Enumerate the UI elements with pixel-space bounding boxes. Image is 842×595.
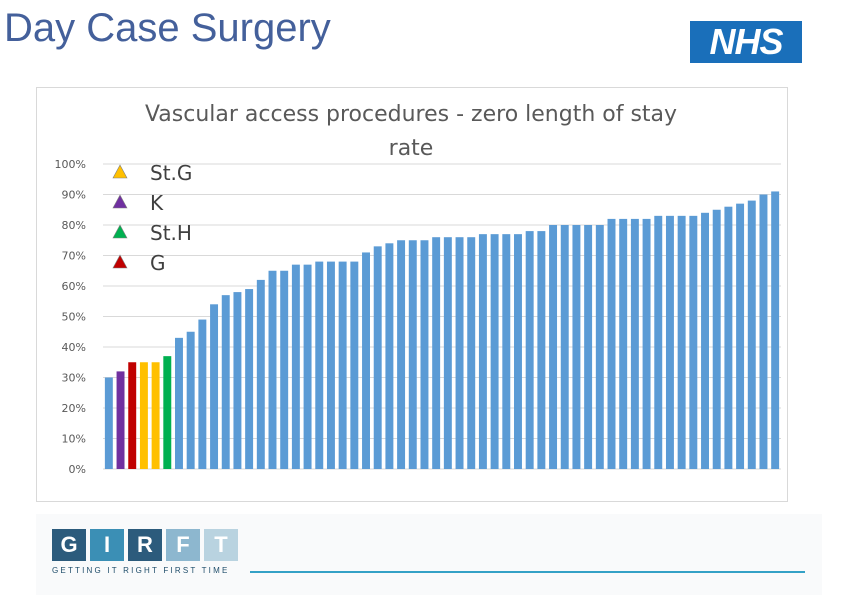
y-tick-label: 50%	[62, 311, 86, 324]
bar	[326, 261, 335, 469]
bar	[303, 264, 312, 469]
bar	[373, 246, 382, 469]
girft-letter-box: R	[128, 529, 162, 561]
bar	[291, 264, 300, 469]
bar	[233, 292, 242, 469]
legend-marker	[112, 194, 128, 209]
bar	[747, 200, 756, 469]
bar	[256, 279, 265, 469]
bar	[595, 225, 604, 469]
chart-title-line: Vascular access procedures - zero length…	[145, 102, 677, 127]
bar-highlight	[128, 362, 137, 469]
bar	[467, 237, 476, 469]
bar	[584, 225, 593, 469]
bar	[654, 215, 663, 469]
bar	[175, 337, 183, 469]
bar	[432, 237, 441, 469]
nhs-logo: NHS	[690, 21, 802, 63]
bar-highlight	[139, 362, 148, 469]
y-tick-label: 60%	[62, 280, 86, 293]
y-tick-label: 30%	[62, 372, 86, 385]
bar	[572, 225, 581, 469]
bar	[771, 191, 780, 469]
footer-rule	[250, 571, 805, 573]
bar	[759, 194, 768, 469]
legend-marker	[112, 224, 128, 239]
bar	[385, 243, 394, 469]
bar	[443, 237, 452, 469]
chart-title-line: rate	[389, 136, 434, 161]
bar	[455, 237, 464, 469]
bar	[490, 234, 499, 469]
bar	[502, 234, 511, 469]
bar	[677, 215, 686, 469]
bar	[619, 218, 628, 469]
bar	[549, 225, 558, 469]
girft-letter-box: G	[52, 529, 86, 561]
bar	[712, 209, 721, 469]
bar	[537, 231, 546, 469]
bar	[198, 319, 207, 469]
y-tick-label: 40%	[62, 341, 86, 354]
bar	[221, 295, 230, 469]
bar	[525, 231, 534, 469]
girft-letter-box: T	[204, 529, 238, 561]
y-tick-label: 80%	[62, 219, 86, 232]
bar	[210, 304, 219, 469]
y-tick-label: 90%	[62, 189, 86, 202]
bar	[268, 270, 277, 469]
bar	[701, 212, 709, 470]
bar	[724, 206, 733, 469]
legend-label: G	[150, 251, 166, 275]
legend-label: K	[150, 191, 164, 215]
bar	[514, 234, 522, 469]
bar-chart: 0% 10% 20% 30% 40% 50% 60% 70% 80% 90% 100% Vascula…	[55, 102, 781, 476]
y-tick-label: 0%	[69, 463, 86, 476]
bar	[689, 215, 698, 469]
bar	[560, 225, 569, 469]
bar	[362, 252, 370, 469]
girft-letter-box: I	[90, 529, 124, 561]
bar	[478, 234, 487, 469]
bar	[630, 218, 639, 469]
y-tick-label: 20%	[62, 402, 86, 415]
y-tick-label: 70%	[62, 250, 86, 263]
bar	[408, 240, 417, 469]
bar-highlight	[163, 356, 172, 469]
girft-letter-box: F	[166, 529, 200, 561]
bar	[420, 240, 429, 469]
bar	[607, 218, 616, 469]
girft-tagline: GETTING IT RIGHT FIRST TIME	[52, 566, 230, 575]
legend-label: St.G	[150, 161, 192, 185]
bar-highlight	[116, 371, 125, 469]
chart-frame: 0% 10% 20% 30% 40% 50% 60% 70% 80% 90% 100% Vascula…	[36, 87, 788, 502]
legend-marker	[112, 164, 128, 179]
page-title: Day Case Surgery	[4, 6, 331, 50]
bar	[104, 377, 113, 469]
bar	[642, 218, 651, 469]
bar	[245, 289, 254, 469]
bar	[397, 240, 406, 469]
bar	[186, 331, 195, 469]
bar	[315, 261, 324, 469]
bar-highlight	[151, 362, 160, 469]
bar	[736, 203, 745, 469]
bar	[350, 261, 359, 469]
bar	[665, 215, 674, 469]
bar	[280, 270, 289, 469]
y-tick-label: 100%	[55, 158, 86, 171]
legend-marker	[112, 254, 128, 269]
bar	[338, 261, 347, 469]
legend-label: St.H	[150, 221, 192, 245]
y-tick-label: 10%	[62, 433, 86, 446]
